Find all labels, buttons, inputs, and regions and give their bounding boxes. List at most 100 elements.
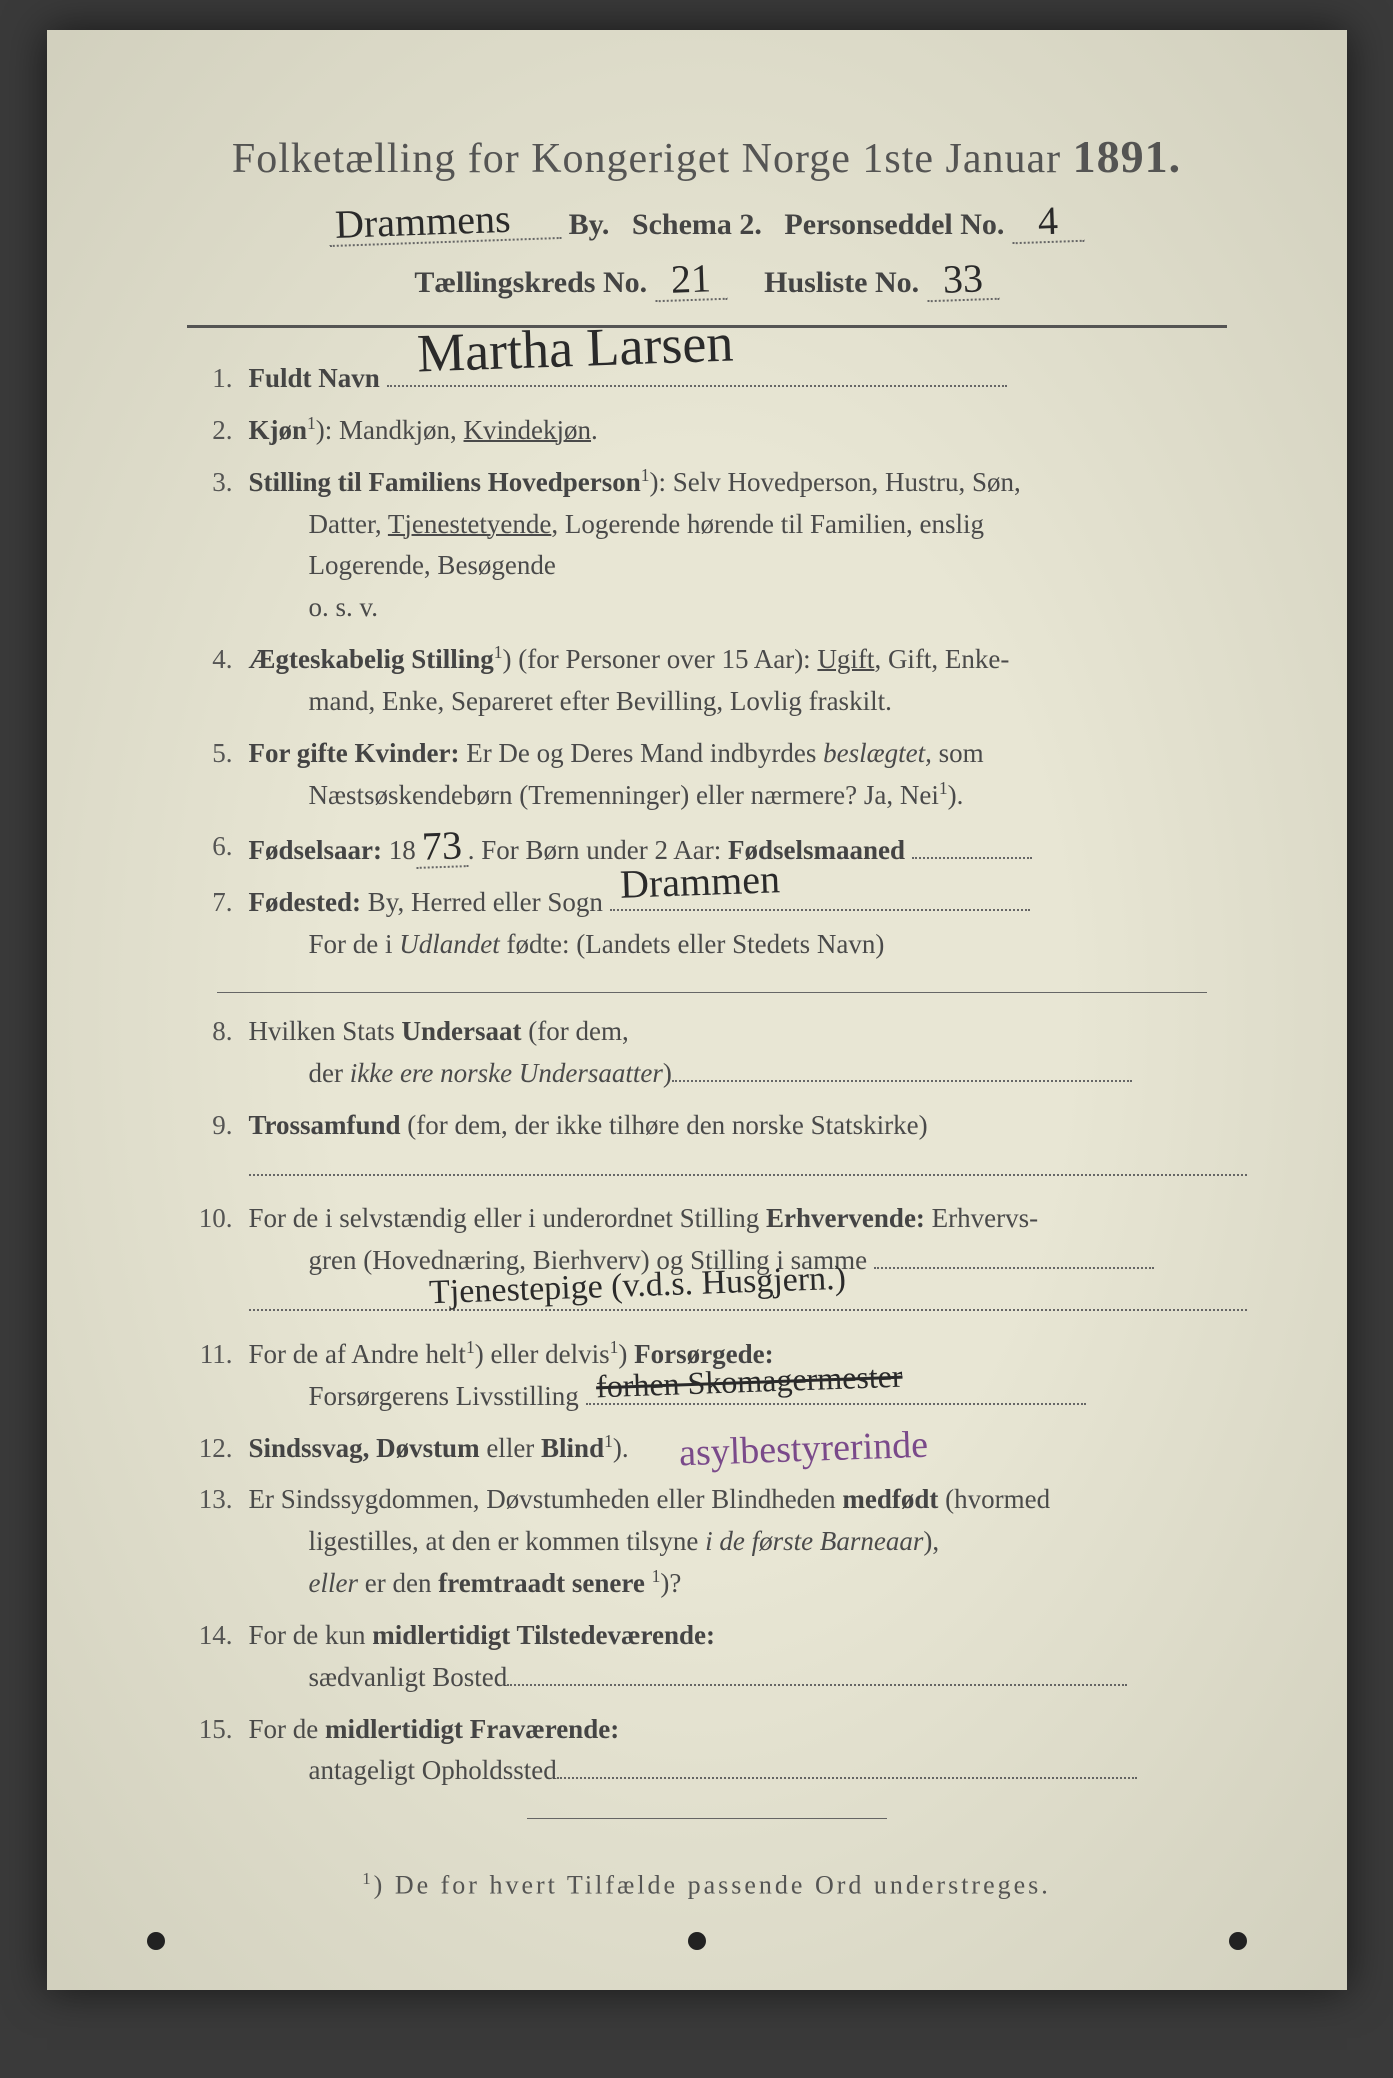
q7-italic: Udlandet xyxy=(399,929,500,959)
q8-line1b: (for dem, xyxy=(522,1016,629,1046)
q3-line3: Logerende, Besøgende xyxy=(249,550,556,580)
q8-line2b: ) xyxy=(663,1058,672,1088)
q5-line2: Næstsøskendebørn (Tremenninger) eller næ… xyxy=(309,780,939,810)
footnote-text: ) De for hvert Tilfælde passende Ord und… xyxy=(374,1871,1051,1900)
q7-line2a: For de i xyxy=(309,929,400,959)
q10-line1b: Erhvervs- xyxy=(925,1203,1038,1233)
q8-line1: Hvilken Stats xyxy=(249,1016,402,1046)
q13-num: 13. xyxy=(177,1479,249,1605)
q14-blank xyxy=(507,1684,1127,1686)
q2-text-b: . xyxy=(591,415,598,445)
q6-label: Fødselsaar: xyxy=(249,835,382,865)
q4-line1a: ) (for Personer over 15 Aar): xyxy=(503,644,818,674)
q14-line1: For de kun xyxy=(249,1620,373,1650)
q3: 3. Stilling til Familiens Hovedperson1):… xyxy=(177,462,1247,629)
q2: 2. Kjøn1): Mandkjøn, Kvindekjøn. xyxy=(177,410,1247,452)
punch-hole-right xyxy=(1229,1932,1247,1950)
q11-num: 11. xyxy=(177,1334,249,1418)
q2-sup: 1 xyxy=(307,413,316,433)
q12-value: asylbestyrerinde xyxy=(678,1415,929,1483)
q7-value: Drammen xyxy=(619,849,781,917)
q7: 7. Fødested: By, Herred eller Sogn Dramm… xyxy=(177,882,1247,966)
q7-line1a: By, Herred eller Sogn xyxy=(361,887,610,917)
footnote-rule xyxy=(527,1818,887,1819)
kreds-no: 21 xyxy=(654,258,727,302)
q9-label: Trossamfund xyxy=(249,1110,401,1140)
q11-line1: For de af Andre helt xyxy=(249,1339,466,1369)
q2-label: Kjøn xyxy=(249,415,308,445)
q10-blank1 xyxy=(874,1267,1154,1269)
q8-line2: der xyxy=(309,1058,350,1088)
q10-line1: For de i selvstændig eller i underordnet… xyxy=(249,1203,766,1233)
q13-i1: i de første Barneaar xyxy=(705,1526,923,1556)
q8-label: Undersaat xyxy=(402,1016,522,1046)
q4-num: 4. xyxy=(177,639,249,723)
q13-line2b: ), xyxy=(923,1526,939,1556)
divider-1 xyxy=(217,992,1207,993)
q6-blank xyxy=(912,857,1032,859)
q8-blank xyxy=(672,1080,1132,1082)
husliste-no: 33 xyxy=(926,258,999,302)
questions: 1. Fuldt Navn Martha Larsen 2. Kjøn1): M… xyxy=(177,358,1247,1792)
header-line-1: Drammens By. Schema 2. Personseddel No. … xyxy=(147,201,1267,243)
q8-italic: ikke ere norske Undersaatter xyxy=(350,1058,663,1088)
q5-line2b: ). xyxy=(948,780,964,810)
husliste-label: Husliste No. xyxy=(764,266,919,299)
q12-mid: eller xyxy=(480,1433,541,1463)
q3-line2a: Datter, xyxy=(309,509,388,539)
footnote: 1) De for hvert Tilfælde passende Ord un… xyxy=(147,1869,1267,1901)
q13-line3a: eller xyxy=(309,1568,358,1598)
q1: 1. Fuldt Navn Martha Larsen xyxy=(177,358,1247,400)
q12: 12. Sindssvag, Døvstum eller Blind1). as… xyxy=(177,1428,1247,1470)
q10: 10. For de i selvstændig eller i underor… xyxy=(177,1198,1247,1324)
q2-text-a: ): Mandkjøn, xyxy=(316,415,464,445)
q8-num: 8. xyxy=(177,1011,249,1095)
q3-label: Stilling til Familiens Hovedperson xyxy=(249,467,641,497)
q15-blank xyxy=(557,1777,1137,1779)
q13-line1b: (hvormed xyxy=(938,1484,1050,1514)
census-form-page: Folketælling for Kongeriget Norge 1ste J… xyxy=(47,30,1347,1990)
kreds-label: Tællingskreds No. xyxy=(414,266,647,299)
by-label: By. xyxy=(569,208,610,241)
q3-line2b: , Logerende hørende til Familien, enslig xyxy=(551,509,984,539)
q11-line2: Forsørgerens Livsstilling xyxy=(249,1381,579,1411)
q3-num: 3. xyxy=(177,462,249,629)
q9-num: 9. xyxy=(177,1105,249,1189)
q6-prefix: 18 xyxy=(382,835,416,865)
q1-num: 1. xyxy=(177,358,249,400)
q14-label: midlertidigt Tilstedeværende: xyxy=(372,1620,715,1650)
q9: 9. Trossamfund (for dem, der ikke tilhør… xyxy=(177,1105,1247,1189)
punch-hole-left xyxy=(147,1932,165,1950)
q3-line4: o. s. v. xyxy=(249,592,379,622)
q10-label: Erhvervende: xyxy=(766,1203,925,1233)
q3-line1: ): Selv Hovedperson, Hustru, Søn, xyxy=(650,467,1021,497)
q15: 15. For de midlertidigt Fraværende: anta… xyxy=(177,1709,1247,1793)
q12-label2: Blind xyxy=(541,1433,604,1463)
q4-line1b: , Gift, Enke- xyxy=(874,644,1009,674)
q4-underlined: Ugift xyxy=(817,644,874,674)
q2-num: 2. xyxy=(177,410,249,452)
q5-num: 5. xyxy=(177,733,249,817)
q4-sup: 1 xyxy=(494,642,503,662)
q2-underlined: Kvindekjøn xyxy=(464,415,592,445)
q7-line2b: fødte: (Landets eller Stedets Navn) xyxy=(500,929,885,959)
q10-num: 10. xyxy=(177,1198,249,1324)
q1-value: Martha Larsen xyxy=(415,302,734,397)
footnote-sup: 1 xyxy=(362,1869,373,1888)
q12-num: 12. xyxy=(177,1428,249,1470)
q13: 13. Er Sindssygdommen, Døvstumheden elle… xyxy=(177,1479,1247,1605)
q13-b1: medfødt xyxy=(842,1484,938,1514)
q12-end: ). xyxy=(613,1433,629,1463)
q6-num: 6. xyxy=(177,826,249,872)
q8: 8. Hvilken Stats Undersaat (for dem, der… xyxy=(177,1011,1247,1095)
q12-sup: 1 xyxy=(604,1431,613,1451)
q4: 4. Ægteskabelig Stilling1) (for Personer… xyxy=(177,639,1247,723)
punch-hole-center xyxy=(688,1932,706,1950)
city-handwritten: Drammens xyxy=(328,197,561,247)
q6-year: 73 xyxy=(415,826,468,870)
q5: 5. For gifte Kvinder: Er De og Deres Man… xyxy=(177,733,1247,817)
q13-line1: Er Sindssygdommen, Døvstumheden eller Bl… xyxy=(249,1484,843,1514)
q11-value: forhen Skomagermester xyxy=(595,1352,903,1412)
q3-underlined: Tjenestetyende xyxy=(388,509,551,539)
q7-label: Fødested: xyxy=(249,887,361,917)
